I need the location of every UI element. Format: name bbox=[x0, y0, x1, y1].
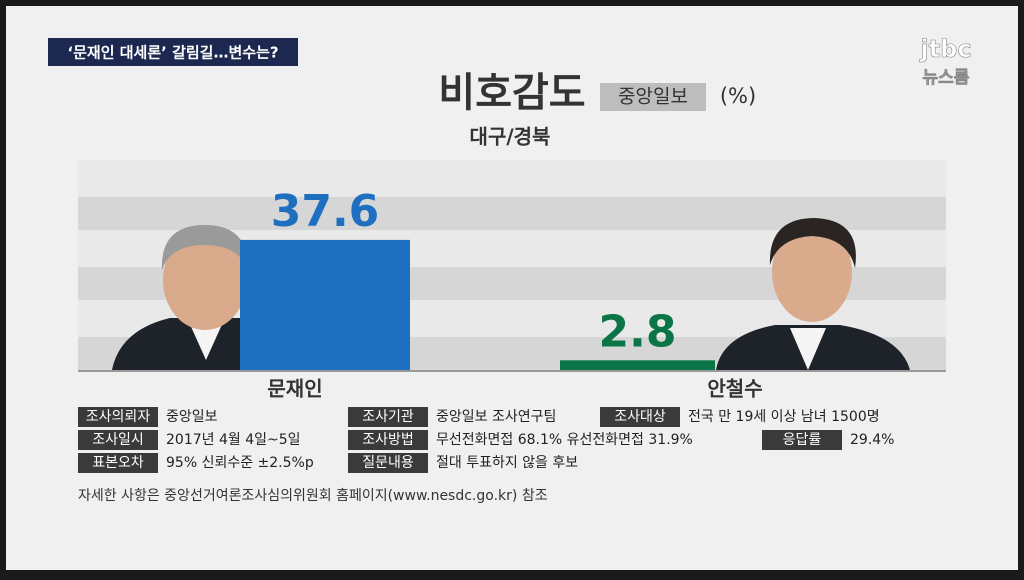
survey-value: 중앙일보 bbox=[166, 409, 218, 425]
survey-value: 절대 투표하지 않을 후보 bbox=[436, 455, 578, 471]
unit: (%) bbox=[720, 84, 756, 108]
survey: 조사의뢰자 중앙일보 조사기관 중앙일보 조사연구팀 조사대상 전국 만 19세 이상 남… bbox=[78, 407, 894, 473]
survey-label-box bbox=[78, 453, 158, 473]
source: 중앙일보 bbox=[618, 86, 688, 108]
category-label: 문재인 bbox=[267, 377, 322, 401]
category-label: 안철수 bbox=[707, 377, 762, 401]
source-box bbox=[600, 83, 706, 111]
chart-title: 비호감도 bbox=[438, 70, 585, 116]
photo-right bbox=[716, 218, 910, 370]
bars: 37.6 문재인 2.8 안철수 bbox=[240, 186, 763, 401]
bar bbox=[560, 360, 715, 370]
logo: jtbc bbox=[919, 35, 971, 63]
survey-label: 조사의뢰자 bbox=[86, 409, 151, 425]
survey-label: 응답률 bbox=[783, 432, 822, 448]
survey-label: 질문내용 bbox=[362, 455, 414, 471]
survey-label-box bbox=[348, 430, 428, 450]
logo-sub: 뉴스룸 bbox=[923, 68, 970, 88]
subtitle: 대구/경북 bbox=[470, 125, 551, 149]
survey-label-box bbox=[600, 407, 680, 427]
survey-label: 조사대상 bbox=[614, 409, 666, 425]
tag-box bbox=[48, 38, 298, 66]
footnote: 자세한 사항은 중앙선거여론조사심의위원회 홈페이지(www.nesdc.go.… bbox=[78, 488, 548, 504]
bar bbox=[240, 239, 410, 370]
tag: ‘문재인 대세론’ 갈림길…변수는? bbox=[67, 44, 278, 62]
survey-label-box bbox=[348, 407, 428, 427]
survey-value: 29.4% bbox=[850, 432, 894, 448]
survey-label: 조사방법 bbox=[362, 432, 414, 448]
survey-label: 표본오차 bbox=[92, 455, 144, 471]
value-label: 37.6 bbox=[271, 186, 380, 237]
survey-label: 조사기관 bbox=[362, 409, 414, 425]
survey-label-box bbox=[348, 453, 428, 473]
survey-value: 중앙일보 조사연구팀 bbox=[436, 409, 556, 425]
survey-value: 2017년 4월 4일~5일 bbox=[166, 432, 301, 448]
value-label: 2.8 bbox=[599, 306, 677, 357]
survey-value: 95% 신뢰수준 ±2.5%p bbox=[166, 455, 314, 471]
survey-label-box bbox=[762, 430, 842, 450]
survey-label-box bbox=[78, 407, 158, 427]
survey-value: 전국 만 19세 이상 남녀 1500명 bbox=[688, 409, 880, 425]
survey-label: 조사일시 bbox=[92, 432, 144, 448]
survey-value: 무선전화면접 68.1% 유선전화면접 31.9% bbox=[436, 432, 693, 448]
survey-label-box bbox=[78, 430, 158, 450]
